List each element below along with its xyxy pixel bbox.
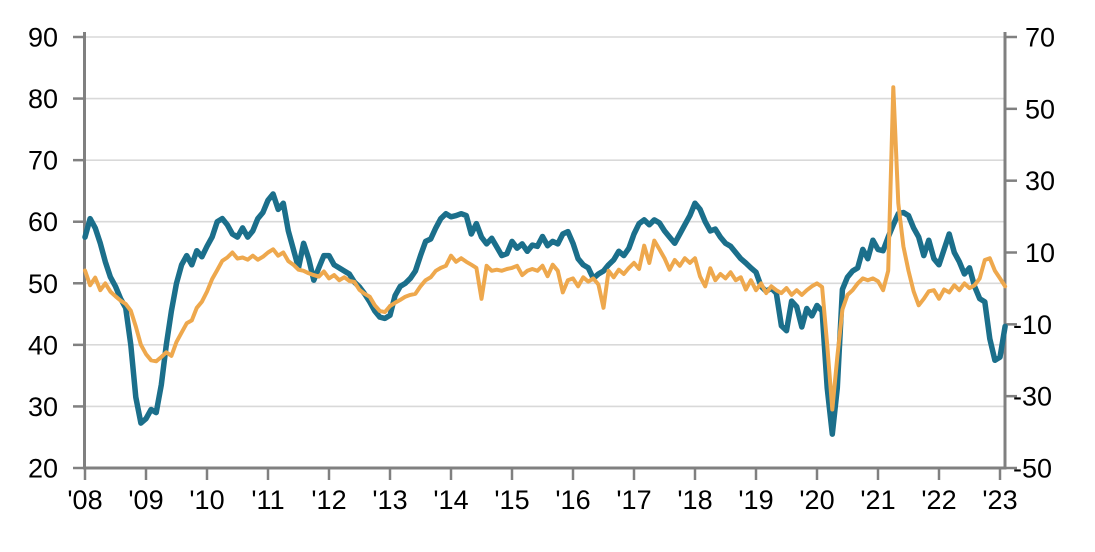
y-axis-left-label: 20	[28, 454, 58, 484]
x-axis-label: '14	[433, 485, 468, 515]
y-axis-left-label: 90	[28, 23, 58, 53]
x-axis-label: '11	[251, 485, 284, 515]
y-axis-right-label: -30	[1013, 382, 1052, 412]
y-axis-right-label: 10	[1025, 238, 1055, 268]
x-axis-label: '08	[67, 485, 102, 515]
x-axis-label: '23	[982, 485, 1017, 515]
series-teal-line	[82, 191, 1008, 437]
y-axis-left-label: 80	[28, 84, 58, 114]
x-axis-label: '17	[616, 485, 651, 515]
series-orange-line	[83, 85, 1008, 412]
x-axis-label: '13	[372, 485, 407, 515]
x-axis-label: '16	[555, 485, 590, 515]
x-axis-label: '18	[677, 485, 712, 515]
y-axis-right-label: 50	[1025, 94, 1055, 124]
x-axis-label: '09	[128, 485, 163, 515]
y-axis-left-label: 70	[28, 146, 58, 176]
x-axis-label: '19	[738, 485, 773, 515]
y-axis-left-label: 50	[28, 269, 58, 299]
x-axis-label: '10	[189, 485, 224, 515]
x-axis-label: '20	[799, 485, 834, 515]
x-axis-label: '21	[860, 485, 895, 515]
x-axis-label: '12	[311, 485, 346, 515]
y-axis-left-label: 40	[28, 330, 58, 360]
x-axis-label: '15	[494, 485, 529, 515]
x-axis-label: '22	[921, 485, 956, 515]
y-axis-right-label: -10	[1013, 310, 1052, 340]
y-axis-right-label: -50	[1013, 454, 1052, 484]
y-axis-left-label: 60	[28, 207, 58, 237]
y-axis-left-label: 30	[28, 392, 58, 422]
y-axis-right-label: 70	[1025, 23, 1055, 53]
y-axis-right-label: 30	[1025, 166, 1055, 196]
